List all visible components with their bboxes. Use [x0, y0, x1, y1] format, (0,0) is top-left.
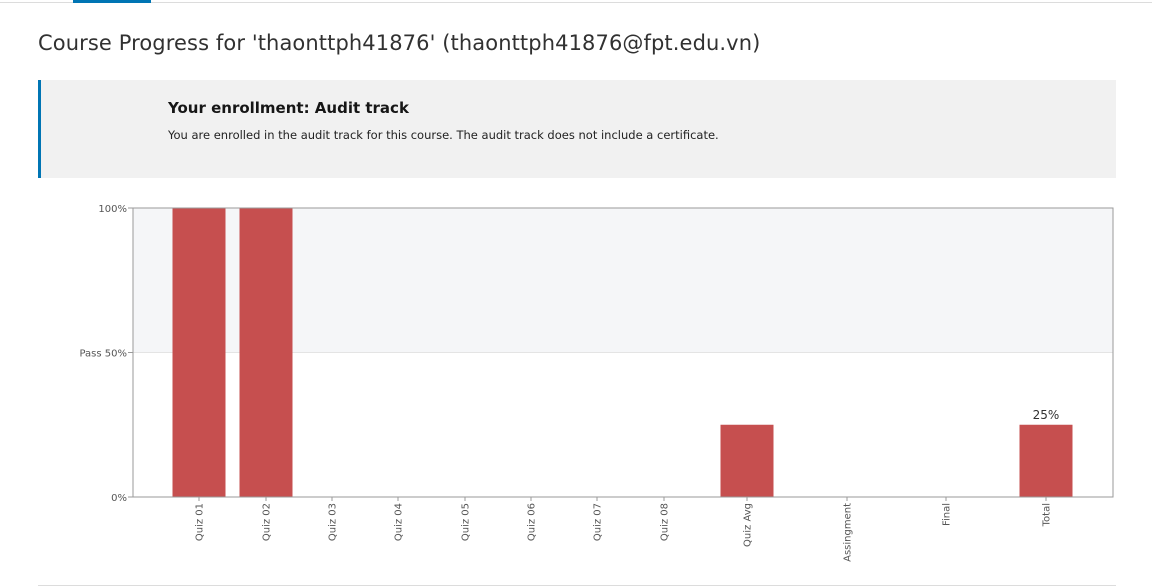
x-tick-label: Assingment	[843, 503, 854, 562]
x-tick-label: Quiz 04	[394, 503, 405, 541]
bar-quiz-avg	[720, 424, 774, 497]
bar-quiz-02	[239, 208, 293, 497]
x-tick-label: Quiz 07	[593, 503, 604, 541]
bar-quiz-01	[172, 208, 226, 497]
x-tick-label: Quiz 02	[262, 503, 273, 541]
bottom-divider	[38, 585, 1116, 586]
x-tick-label: Total	[1042, 503, 1053, 527]
y-tick-label: Pass 50%	[79, 349, 127, 360]
grade-chart: 100% Pass 50% 0% Quiz 01 Quiz 02 Quiz 03 Quiz …	[79, 204, 1114, 562]
x-tick-label: Quiz Avg	[743, 503, 754, 547]
bar-total	[1019, 424, 1073, 497]
x-tick-label: Quiz 05	[461, 503, 472, 541]
y-tick-label: 100%	[98, 204, 127, 215]
enrollment-message: You are enrolled in the audit track for …	[168, 128, 719, 142]
x-tick-label: Quiz 08	[660, 503, 671, 541]
enrollment-notice: Your enrollment: Audit track You are enr…	[38, 80, 1116, 178]
pass-region	[133, 208, 1113, 353]
x-tick-label: Quiz 06	[527, 503, 538, 541]
page-title: Course Progress for 'thaonttph41876' (th…	[38, 31, 761, 55]
y-tick-label: 0%	[111, 493, 127, 504]
x-tick-label: Quiz 01	[195, 503, 206, 541]
top-divider	[0, 2, 1152, 3]
x-tick-label: Final	[942, 503, 953, 526]
enrollment-heading: Your enrollment: Audit track	[168, 99, 409, 117]
active-tab-indicator	[73, 0, 151, 3]
data-label: 25%	[1033, 408, 1060, 422]
x-tick-label: Quiz 03	[328, 503, 339, 541]
